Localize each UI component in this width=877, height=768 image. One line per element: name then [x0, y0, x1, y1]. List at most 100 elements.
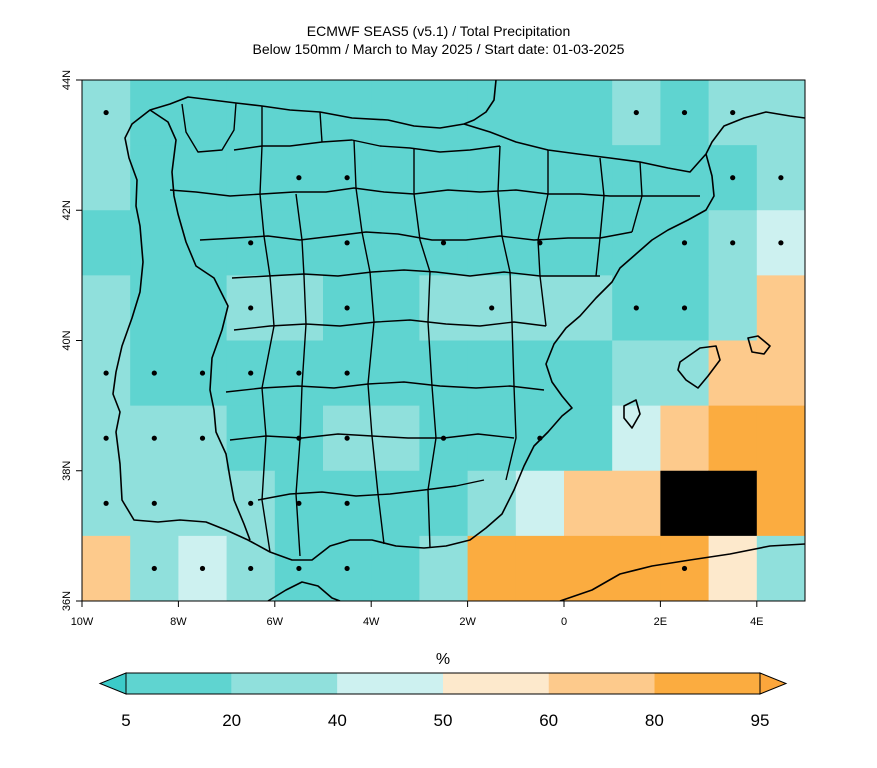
grid-cell	[274, 80, 324, 146]
grid-cell	[756, 470, 805, 537]
grid-cell	[227, 601, 276, 667]
grid-cell	[130, 275, 179, 341]
significance-dot	[730, 109, 736, 116]
x-axis-ticks: 10W 8W 6W 4W 2W 0 2E 4E	[71, 601, 764, 628]
colorbar-unit: %	[436, 651, 450, 668]
significance-dot	[681, 305, 688, 311]
grid-cell	[516, 601, 565, 667]
significance-dot	[199, 370, 206, 376]
x-tick-label: 0	[561, 616, 567, 628]
x-tick-label: 2W	[459, 616, 476, 628]
grid-cell	[419, 145, 469, 211]
significance-dot	[103, 370, 109, 376]
grid-cell	[708, 470, 758, 537]
grid-cell	[371, 80, 420, 146]
grid-cell	[708, 535, 758, 601]
grid-cell	[371, 210, 420, 276]
colorbar-segment	[548, 673, 655, 694]
grid-cell	[564, 405, 613, 472]
mallorca	[677, 345, 721, 389]
grid-cell	[82, 145, 131, 211]
y-axis-ticks: 36N 38N 40N 42N 44N	[61, 70, 82, 611]
significance-dot	[440, 435, 447, 441]
significance-dot	[778, 175, 784, 181]
significance-dot	[489, 305, 495, 311]
probability-grid	[82, 80, 806, 667]
grid-cell	[468, 601, 517, 667]
significance-dot	[633, 109, 639, 116]
algerian-coastline	[559, 543, 805, 601]
province-borders	[169, 102, 700, 557]
significance-dot	[681, 240, 688, 246]
grid-cell	[371, 340, 420, 407]
grid-cell	[708, 405, 758, 472]
significance-dot	[344, 240, 350, 246]
grid-cell	[274, 275, 324, 341]
significance-dot	[344, 565, 350, 572]
grid-cell	[612, 145, 661, 211]
grid-cell	[660, 470, 710, 537]
significance-dot	[248, 370, 254, 376]
colorbar-tick-label: 50	[434, 711, 453, 730]
colorbar-over-arrow	[759, 672, 788, 695]
colorbar-segment	[654, 673, 760, 694]
grid-cell	[323, 80, 372, 146]
grid-cell	[178, 470, 228, 537]
colorbar-segment	[337, 673, 443, 694]
grid-cell	[226, 80, 276, 146]
colorbar-tick-label: 80	[645, 711, 664, 730]
grid-cell	[130, 601, 179, 667]
french-atlantic-coast	[463, 80, 497, 125]
x-tick-label: 8W	[170, 616, 187, 628]
x-tick-label: 2E	[654, 616, 667, 628]
title-line-1: ECMWF SEAS5 (v5.1) / Total Precipitation	[306, 23, 571, 39]
significance-dot	[199, 565, 206, 572]
x-tick-label: 10W	[71, 616, 94, 628]
grid-cell	[178, 145, 228, 211]
coastlines-and-borders	[112, 80, 805, 601]
grid-cell	[467, 80, 517, 146]
grid-cell	[419, 275, 469, 341]
grid-cell	[757, 601, 806, 667]
x-tick-label: 4E	[750, 616, 763, 628]
grid-cell	[371, 601, 420, 667]
grid-cell	[660, 340, 710, 407]
grid-cell	[515, 145, 565, 211]
grid-cell	[660, 145, 710, 211]
significance-dot	[248, 565, 254, 572]
significance-dot	[730, 240, 736, 246]
significance-dot	[296, 435, 302, 441]
iberia-coastline	[112, 96, 715, 561]
significance-dot	[103, 500, 109, 506]
significance-dot	[151, 370, 157, 376]
grid-cell	[564, 470, 613, 537]
significance-dot	[537, 240, 543, 246]
grid-cell	[467, 535, 517, 601]
grid-cell	[564, 535, 613, 601]
significance-dot	[103, 109, 109, 116]
grid-cell	[612, 405, 661, 472]
grid-cell	[467, 470, 517, 537]
grid-cell	[226, 145, 276, 211]
grid-cell	[226, 405, 276, 472]
grid-cell	[467, 145, 517, 211]
french-mediterranean-coast	[705, 111, 805, 155]
significance-dot	[344, 305, 350, 311]
x-tick-label: 4W	[363, 616, 380, 628]
spain-portugal-border	[149, 109, 251, 541]
significance-dot	[103, 435, 109, 441]
grid-cell	[612, 210, 661, 276]
grid-cell	[756, 275, 805, 341]
significance-dot	[681, 109, 688, 116]
y-tick-label: 36N	[61, 591, 73, 611]
colorbar-segment	[443, 673, 549, 694]
significance-dot	[440, 240, 447, 246]
grid-cell	[130, 145, 179, 211]
significance-dot	[248, 305, 254, 311]
grid-cell	[612, 470, 661, 537]
grid-cell	[708, 340, 758, 407]
grid-cell	[564, 80, 613, 146]
grid-cell	[515, 80, 565, 146]
colorbar-under-arrow	[98, 672, 127, 695]
